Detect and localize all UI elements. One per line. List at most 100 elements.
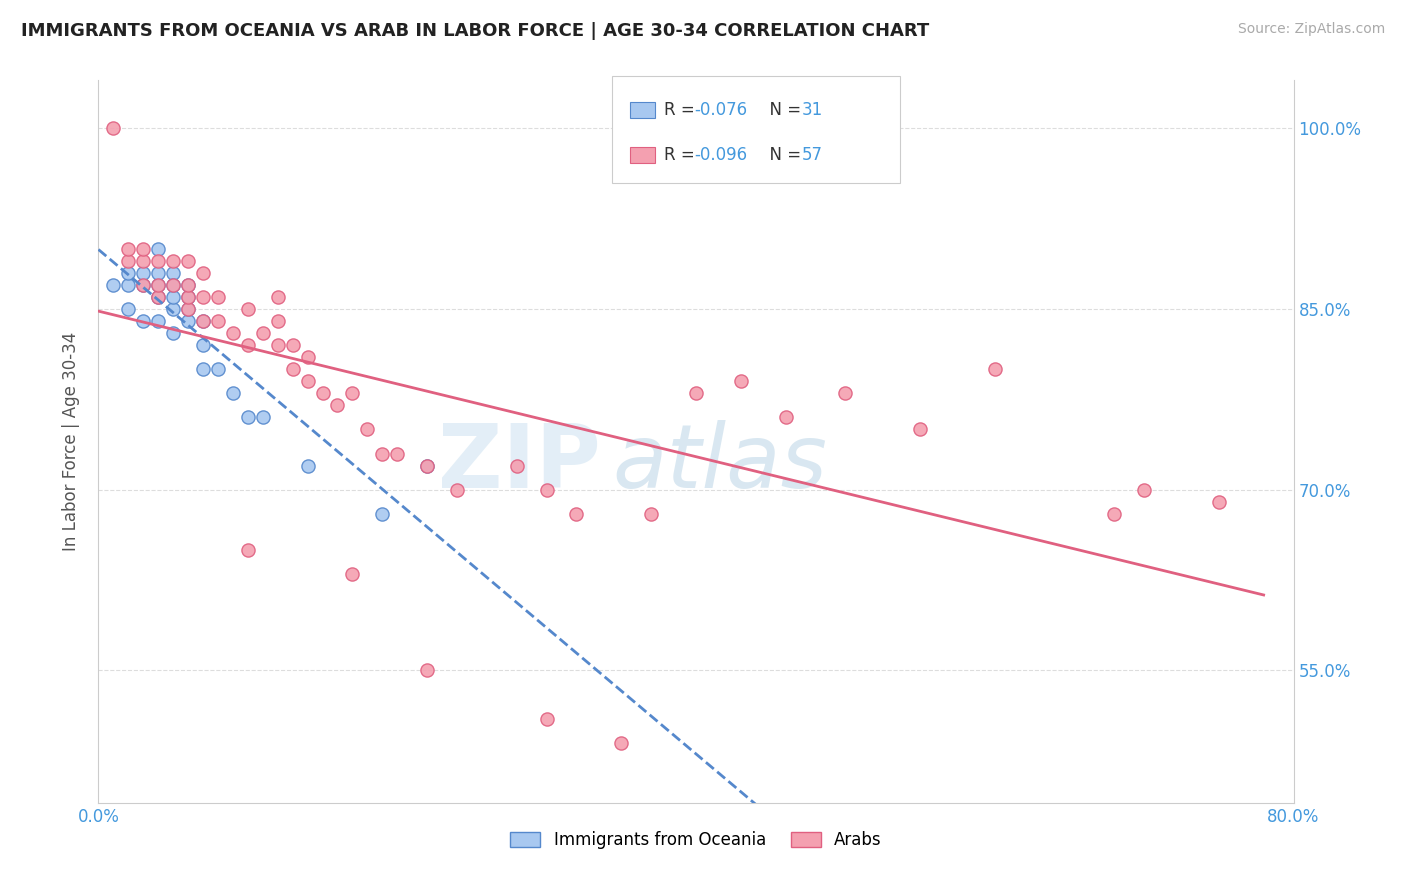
Point	[132, 278, 155, 293]
Point	[177, 301, 200, 317]
Point	[236, 338, 259, 352]
Text: IMMIGRANTS FROM OCEANIA VS ARAB IN LABOR FORCE | AGE 30-34 CORRELATION CHART: IMMIGRANTS FROM OCEANIA VS ARAB IN LABOR…	[21, 22, 929, 40]
Point	[191, 314, 214, 328]
Point	[162, 290, 184, 304]
Point	[177, 254, 200, 268]
Point	[162, 301, 184, 317]
Point	[297, 458, 319, 473]
Point	[207, 314, 229, 328]
Text: N =: N =	[759, 101, 807, 119]
Point	[222, 386, 245, 401]
Point	[281, 338, 304, 352]
Point	[252, 410, 274, 425]
Point	[117, 278, 139, 293]
Text: atlas: atlas	[613, 420, 827, 507]
Point	[236, 542, 259, 557]
Point	[222, 326, 245, 341]
Point	[236, 410, 259, 425]
Point	[191, 266, 214, 280]
Point	[730, 375, 752, 389]
Point	[177, 314, 200, 328]
Point	[117, 242, 139, 256]
Point	[191, 338, 214, 352]
Point	[536, 712, 558, 726]
Point	[1104, 507, 1126, 521]
Point	[117, 266, 139, 280]
Point	[536, 483, 558, 497]
Point	[565, 507, 588, 521]
Text: R =: R =	[664, 146, 700, 164]
Text: -0.096: -0.096	[695, 146, 748, 164]
Text: ZIP: ZIP	[437, 420, 600, 507]
Point	[252, 326, 274, 341]
Point	[371, 447, 394, 461]
Point	[148, 266, 170, 280]
Text: -0.076: -0.076	[695, 101, 748, 119]
Legend: Immigrants from Oceania, Arabs: Immigrants from Oceania, Arabs	[503, 824, 889, 856]
Point	[610, 736, 633, 750]
Point	[908, 423, 931, 437]
Point	[177, 278, 200, 293]
Point	[132, 314, 155, 328]
Point	[191, 290, 214, 304]
Point	[207, 362, 229, 376]
Point	[148, 290, 170, 304]
Point	[132, 266, 155, 280]
Point	[103, 121, 125, 136]
Point	[356, 423, 378, 437]
Point	[834, 386, 856, 401]
Point	[132, 242, 155, 256]
Point	[117, 254, 139, 268]
Point	[148, 278, 170, 293]
Point	[162, 278, 184, 293]
Point	[506, 458, 529, 473]
Point	[148, 242, 170, 256]
Point	[984, 362, 1007, 376]
Text: R =: R =	[664, 101, 700, 119]
Point	[177, 290, 200, 304]
Point	[162, 278, 184, 293]
Point	[207, 290, 229, 304]
Point	[297, 375, 319, 389]
Point	[177, 290, 200, 304]
Point	[446, 483, 468, 497]
Point	[162, 326, 184, 341]
Point	[177, 278, 200, 293]
Point	[267, 290, 290, 304]
Point	[326, 398, 349, 412]
Point	[191, 314, 214, 328]
Text: Source: ZipAtlas.com: Source: ZipAtlas.com	[1237, 22, 1385, 37]
Point	[162, 266, 184, 280]
Point	[416, 458, 439, 473]
Point	[267, 338, 290, 352]
Point	[297, 350, 319, 364]
Text: 31: 31	[801, 101, 823, 119]
Point	[148, 314, 170, 328]
Point	[640, 507, 662, 521]
Point	[311, 386, 333, 401]
Point	[236, 301, 259, 317]
Point	[132, 278, 155, 293]
Point	[342, 567, 364, 582]
Point	[281, 362, 304, 376]
Point	[416, 664, 439, 678]
Point	[775, 410, 797, 425]
Point	[1208, 495, 1230, 509]
Point	[267, 314, 290, 328]
Text: N =: N =	[759, 146, 807, 164]
Point	[132, 254, 155, 268]
Point	[385, 447, 409, 461]
Point	[162, 254, 184, 268]
Point	[148, 278, 170, 293]
Point	[148, 290, 170, 304]
Y-axis label: In Labor Force | Age 30-34: In Labor Force | Age 30-34	[62, 332, 80, 551]
Point	[416, 458, 439, 473]
Point	[342, 386, 364, 401]
Point	[148, 254, 170, 268]
Point	[685, 386, 707, 401]
Point	[177, 301, 200, 317]
Text: 57: 57	[801, 146, 823, 164]
Point	[1133, 483, 1156, 497]
Point	[117, 301, 139, 317]
Point	[371, 507, 394, 521]
